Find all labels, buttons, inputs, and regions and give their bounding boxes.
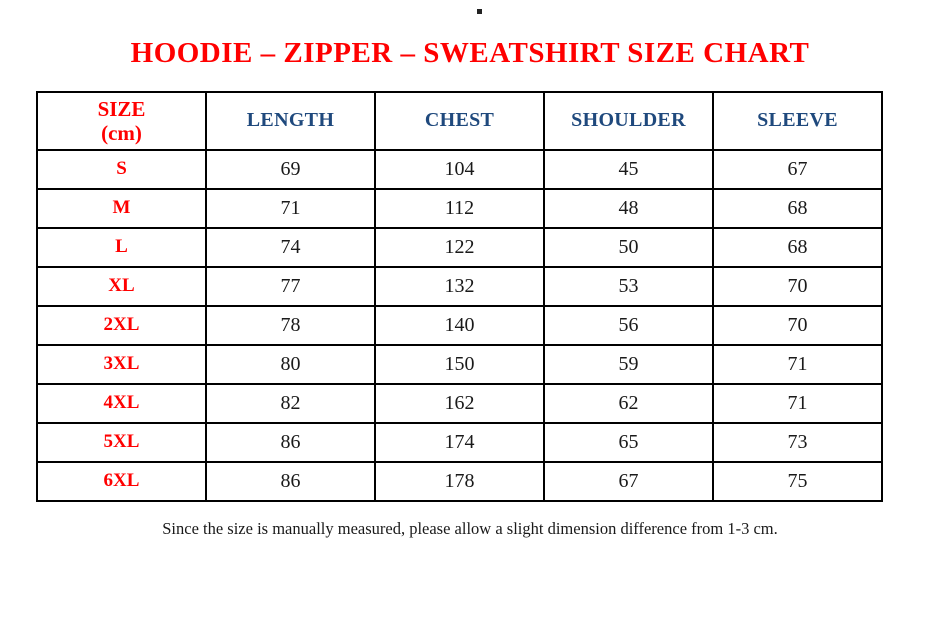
chest-cell: 140	[374, 304, 545, 346]
chest-cell: 104	[374, 148, 545, 190]
shoulder-cell: 67	[543, 460, 714, 502]
chest-cell: 174	[374, 421, 545, 463]
size-header-unit: (cm)	[101, 120, 142, 145]
length-cell: 80	[205, 343, 376, 385]
size-header-label: SIZE	[97, 96, 146, 121]
shoulder-cell: 62	[543, 382, 714, 424]
chest-cell: 162	[374, 382, 545, 424]
sleeve-cell: 67	[712, 148, 883, 190]
sleeve-cell: 68	[712, 226, 883, 268]
table-row-2xl: 2XL 78 140 56 70	[36, 304, 883, 346]
chest-cell: 122	[374, 226, 545, 268]
length-cell: 74	[205, 226, 376, 268]
size-cell: 3XL	[36, 343, 207, 385]
sleeve-cell: 70	[712, 304, 883, 346]
length-cell: 86	[205, 421, 376, 463]
footer-note: Since the size is manually measured, ple…	[162, 518, 778, 538]
sleeve-cell: 71	[712, 343, 883, 385]
size-cell: 4XL	[36, 382, 207, 424]
sleeve-cell: 68	[712, 187, 883, 229]
col-header-length: LENGTH	[205, 90, 376, 151]
shoulder-cell: 48	[543, 187, 714, 229]
size-cell: M	[36, 187, 207, 229]
chest-cell: 150	[374, 343, 545, 385]
size-cell: S	[36, 148, 207, 190]
shoulder-cell: 65	[543, 421, 714, 463]
shoulder-cell: 45	[543, 148, 714, 190]
sleeve-cell: 73	[712, 421, 883, 463]
shoulder-cell: 50	[543, 226, 714, 268]
col-header-sleeve: SLEEVE	[712, 90, 883, 151]
shoulder-cell: 53	[543, 265, 714, 307]
sleeve-cell: 70	[712, 265, 883, 307]
shoulder-cell: 59	[543, 343, 714, 385]
table-row-xl: XL 77 132 53 70	[36, 265, 883, 307]
chest-cell: 112	[374, 187, 545, 229]
table-row-6xl: 6XL 86 178 67 75	[36, 460, 883, 502]
size-cell: XL	[36, 265, 207, 307]
sleeve-cell: 75	[712, 460, 883, 502]
header-row: SIZE (cm) LENGTH CHEST SHOULDER SLEEVE	[36, 90, 883, 151]
chest-cell: 178	[374, 460, 545, 502]
length-cell: 78	[205, 304, 376, 346]
sleeve-cell: 71	[712, 382, 883, 424]
size-cell: 6XL	[36, 460, 207, 502]
length-cell: 77	[205, 265, 376, 307]
size-cell: 5XL	[36, 421, 207, 463]
length-cell: 71	[205, 187, 376, 229]
length-cell: 69	[205, 148, 376, 190]
col-header-size: SIZE (cm)	[36, 90, 207, 151]
dot-artifact	[477, 9, 482, 14]
table-row-4xl: 4XL 82 162 62 71	[36, 382, 883, 424]
table-row-s: S 69 104 45 67	[36, 148, 883, 190]
chest-cell: 132	[374, 265, 545, 307]
page-title: HOODIE – ZIPPER – SWEATSHIRT SIZE CHART	[130, 37, 810, 69]
shoulder-cell: 56	[543, 304, 714, 346]
col-header-shoulder: SHOULDER	[543, 90, 714, 151]
table-row-l: L 74 122 50 68	[36, 226, 883, 268]
length-cell: 86	[205, 460, 376, 502]
size-cell: L	[36, 226, 207, 268]
table-row-3xl: 3XL 80 150 59 71	[36, 343, 883, 385]
col-header-chest: CHEST	[374, 90, 545, 151]
table-row-5xl: 5XL 86 174 65 73	[36, 421, 883, 463]
length-cell: 82	[205, 382, 376, 424]
size-cell: 2XL	[36, 304, 207, 346]
table-row-m: M 71 112 48 68	[36, 187, 883, 229]
size-chart-table: SIZE (cm) LENGTH CHEST SHOULDER SLEEVE S…	[36, 90, 883, 502]
